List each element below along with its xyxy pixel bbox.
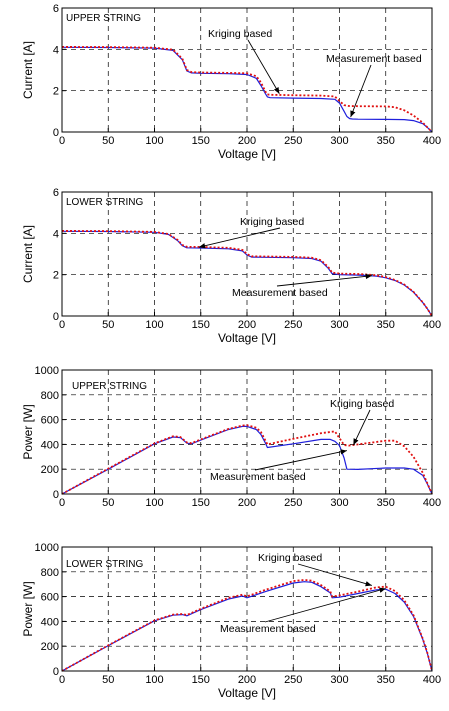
y-tick-label: 4 xyxy=(53,228,59,240)
x-tick-label: 200 xyxy=(238,135,256,147)
y-tick-label: 2 xyxy=(53,270,59,282)
x-tick-label: 350 xyxy=(377,674,395,686)
x-axis-label: Voltage [V] xyxy=(218,686,276,700)
annotation-arrow xyxy=(276,273,372,287)
annotation-label: Kriging based xyxy=(208,28,272,40)
x-tick-label: 50 xyxy=(102,319,114,331)
y-tick-label: 6 xyxy=(53,187,59,199)
x-tick-label: 100 xyxy=(145,135,163,147)
y-tick-label: 800 xyxy=(41,390,59,402)
annotation-label: Measurement based xyxy=(326,53,422,65)
y-tick-label: 200 xyxy=(41,641,59,653)
x-tick-label: 300 xyxy=(330,319,348,331)
x-tick-label: 0 xyxy=(59,674,65,686)
y-tick-label: 0 xyxy=(53,311,59,323)
x-tick-label: 150 xyxy=(192,135,210,147)
x-tick-label: 200 xyxy=(238,319,256,331)
annotation-arrow xyxy=(350,64,372,118)
x-tick-label: 0 xyxy=(59,497,65,509)
y-tick-label: 800 xyxy=(41,567,59,579)
x-tick-label: 200 xyxy=(238,497,256,509)
x-tick-label: 50 xyxy=(102,497,114,509)
annotation-label: Measurement based xyxy=(232,287,328,299)
x-tick-label: 400 xyxy=(423,674,441,686)
series-line-measurement xyxy=(61,581,433,672)
string-label: UPPER STRING xyxy=(72,381,147,392)
x-tick-label: 150 xyxy=(192,497,210,509)
annotation-label: Measurement based xyxy=(220,623,316,635)
x-tick-label: 150 xyxy=(192,674,210,686)
x-tick-label: 400 xyxy=(423,319,441,331)
y-tick-label: 0 xyxy=(53,127,59,139)
chart-lower-current: 0 50 100 150 200 250 300 350 400 0 2 4 6 Voltage [V] C… xyxy=(21,187,441,345)
annotation-arrow xyxy=(254,449,347,471)
series-line-kriging xyxy=(61,46,433,133)
series-line-kriging xyxy=(61,424,433,495)
x-tick-label: 250 xyxy=(284,674,302,686)
x-tick-label: 0 xyxy=(59,135,65,147)
y-tick-label: 2 xyxy=(53,86,59,98)
x-tick-label: 350 xyxy=(377,319,395,331)
y-tick-label: 400 xyxy=(41,439,59,451)
x-tick-label: 50 xyxy=(102,135,114,147)
x-axis-label: Voltage [V] xyxy=(218,147,276,161)
y-axis-label: Power [W] xyxy=(21,581,35,636)
x-tick-label: 100 xyxy=(145,674,163,686)
annotation-arrow xyxy=(198,227,281,249)
x-tick-label: 350 xyxy=(377,497,395,509)
annotation-arrow xyxy=(352,409,371,446)
x-tick-label: 300 xyxy=(330,497,348,509)
y-tick-label: 600 xyxy=(41,592,59,604)
x-tick-label: 300 xyxy=(330,135,348,147)
x-tick-label: 250 xyxy=(284,319,302,331)
series-line-measurement xyxy=(61,46,433,133)
string-label: LOWER STRING xyxy=(66,197,143,208)
x-tick-label: 300 xyxy=(330,674,348,686)
y-tick-label: 400 xyxy=(41,616,59,628)
y-tick-label: 6 xyxy=(53,3,59,15)
y-tick-label: 0 xyxy=(53,489,59,501)
string-label: UPPER STRING xyxy=(66,13,141,24)
x-tick-label: 250 xyxy=(284,497,302,509)
annotation-label: Measurement based xyxy=(210,471,306,483)
annotation-arrow xyxy=(247,39,280,94)
chart-upper-power: 0 50 100 150 200 250 300 350 400 0 200 400 600 800 100… xyxy=(21,365,441,509)
annotation-arrow xyxy=(264,587,386,623)
annotation-arrow xyxy=(297,563,373,587)
annotation-label: Kriging based xyxy=(240,216,304,228)
y-tick-label: 1000 xyxy=(35,365,59,377)
annotation-label: Kriging based xyxy=(258,552,322,564)
series-line-kriging xyxy=(61,230,433,317)
series-line-measurement xyxy=(61,425,433,495)
y-axis-label: Current [A] xyxy=(21,225,35,283)
x-tick-label: 100 xyxy=(145,497,163,509)
chart-lower-power: 0 50 100 150 200 250 300 350 400 0 200 400 600 800 100… xyxy=(21,542,441,700)
x-tick-label: 350 xyxy=(377,135,395,147)
y-axis-label: Current [A] xyxy=(21,41,35,99)
x-tick-label: 200 xyxy=(238,674,256,686)
y-tick-label: 200 xyxy=(41,464,59,476)
y-axis-label: Power [W] xyxy=(21,404,35,459)
x-tick-label: 400 xyxy=(423,497,441,509)
string-label: LOWER STRING xyxy=(66,559,143,570)
y-tick-label: 4 xyxy=(53,44,59,56)
x-tick-label: 50 xyxy=(102,674,114,686)
x-tick-label: 400 xyxy=(423,135,441,147)
x-tick-label: 0 xyxy=(59,319,65,331)
x-axis-label: Voltage [V] xyxy=(218,331,276,345)
y-tick-label: 0 xyxy=(53,666,59,678)
chart-upper-current: 0 50 100 150 200 250 300 350 400 0 2 4 6 Voltage [V] C… xyxy=(21,3,441,161)
y-tick-label: 600 xyxy=(41,415,59,427)
y-tick-label: 1000 xyxy=(35,542,59,554)
x-tick-label: 100 xyxy=(145,319,163,331)
x-tick-label: 250 xyxy=(284,135,302,147)
annotation-label: Kriging based xyxy=(330,398,394,410)
x-tick-label: 150 xyxy=(192,319,210,331)
